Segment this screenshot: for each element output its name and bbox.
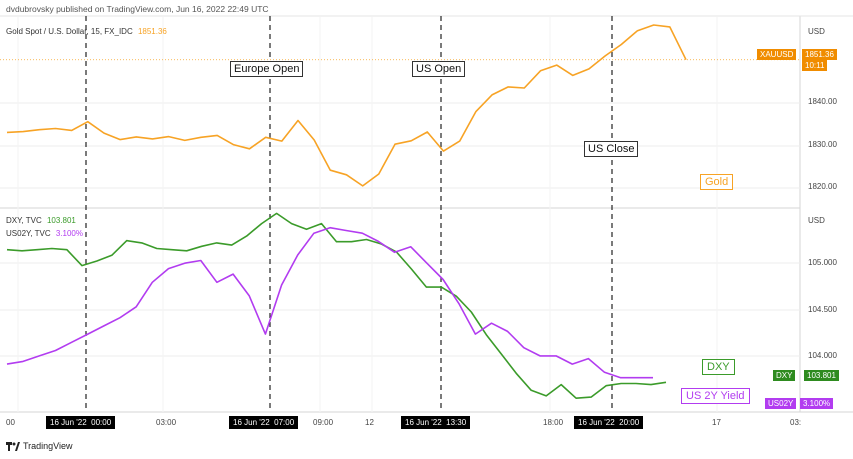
dxy-legend: DXY, TVC 103.801	[6, 216, 76, 225]
x-tick: 18:00	[543, 418, 564, 427]
us02y-series-line	[6, 226, 653, 379]
time-box-1330: 16 Jun '22 13:30	[401, 416, 471, 429]
time-box-date: 16 Jun '22	[405, 418, 442, 427]
gold-legend: Gold Spot / U.S. Dollar, 15, FX_IDC 1851…	[6, 27, 167, 36]
europe-open-annotation: Europe Open	[230, 61, 304, 77]
us02y-legend-name: US02Y, TVC	[6, 229, 51, 238]
time-box-date: 16 Jun '22	[233, 418, 270, 427]
x-tick: 09:00	[313, 418, 334, 427]
gold-legend-name: Gold Spot / U.S. Dollar, 15, FX_IDC	[6, 27, 133, 36]
us02y-legend: US02Y, TVC 3.100%	[6, 229, 83, 238]
gold-y-tick: 1830.00	[808, 140, 837, 149]
dxy-symbol-badge: DXY	[773, 370, 796, 381]
tradingview-logo-icon	[6, 441, 20, 451]
gold-series-line	[6, 24, 687, 187]
gold-currency-label: USD	[808, 27, 825, 36]
time-box-2000: 16 Jun '22 20:00	[574, 416, 644, 429]
xauusd-time-badge: 10:11	[802, 60, 828, 71]
gold-series-tag: Gold	[700, 174, 734, 190]
time-box-time: 00:00	[91, 418, 112, 427]
x-tick: 00	[6, 418, 15, 427]
dxy-price-badge: 103.801	[804, 370, 839, 381]
time-box-date: 16 Jun '22	[50, 418, 87, 427]
time-box-time: 20:00	[619, 418, 640, 427]
xauusd-price-badge: 1851.36	[802, 49, 837, 60]
us-open-annotation: US Open	[412, 61, 466, 77]
us02y-legend-value: 3.100%	[55, 229, 83, 238]
x-tick: 03:	[790, 418, 802, 427]
dxy-series-line	[6, 212, 667, 400]
us02y-series-tag: US 2Y Yield	[681, 388, 750, 404]
dxy-y-tick: 104.500	[808, 305, 837, 314]
publisher-text: dvdubrovsky published on TradingView.com…	[6, 4, 269, 14]
x-tick: 17	[712, 418, 721, 427]
dxy-currency-label: USD	[808, 216, 825, 225]
xauusd-symbol-badge: XAUUSD	[757, 49, 797, 60]
dxy-y-tick: 104.000	[808, 351, 837, 360]
time-box-time: 13:30	[446, 418, 467, 427]
us02y-symbol-badge: US02Y	[765, 398, 797, 409]
dxy-y-tick: 105.000	[808, 258, 837, 267]
x-tick: 03:00	[156, 418, 177, 427]
dxy-legend-value: 103.801	[46, 216, 76, 225]
us02y-price-badge: 3.100%	[800, 398, 834, 409]
time-box-time: 07:00	[274, 418, 295, 427]
time-box-date: 16 Jun '22	[578, 418, 615, 427]
tradingview-footer[interactable]: TradingView	[6, 441, 73, 451]
dxy-legend-name: DXY, TVC	[6, 216, 42, 225]
gold-legend-value: 1851.36	[137, 27, 167, 36]
gold-y-tick: 1840.00	[808, 97, 837, 106]
dxy-series-tag: DXY	[702, 359, 735, 375]
time-box-0700: 16 Jun '22 07:00	[229, 416, 299, 429]
time-box-0000: 16 Jun '22 00:00	[46, 416, 116, 429]
tradingview-logo-text: TradingView	[23, 441, 73, 451]
gold-y-tick: 1820.00	[808, 182, 837, 191]
x-tick: 12	[365, 418, 374, 427]
us-close-annotation: US Close	[584, 141, 639, 157]
